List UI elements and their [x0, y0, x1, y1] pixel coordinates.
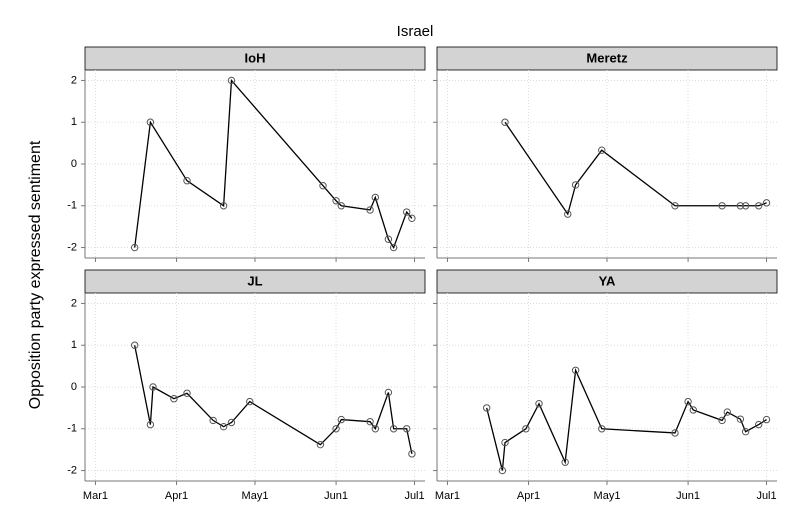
point: [522, 425, 530, 433]
point: [219, 202, 228, 210]
point: [564, 210, 572, 218]
point: [736, 202, 745, 210]
point: [183, 177, 191, 185]
point: [149, 383, 157, 391]
point: [384, 235, 393, 243]
point: [482, 404, 491, 412]
panel-title: YA: [599, 273, 616, 288]
point: [146, 118, 155, 126]
point: [754, 420, 763, 429]
point: [366, 417, 374, 426]
point: [571, 181, 580, 189]
y-tick-label: 0: [71, 381, 77, 393]
point: [384, 388, 393, 397]
point: [498, 466, 507, 475]
x-tick-label: Apr1: [165, 490, 188, 502]
point: [130, 341, 139, 349]
point: [762, 199, 771, 207]
y-tick-label: -2: [67, 241, 77, 253]
y-tick-label: 1: [71, 339, 77, 351]
point: [741, 428, 750, 436]
x-tick-label: May1: [242, 490, 269, 502]
point: [319, 182, 327, 190]
point: [671, 202, 679, 210]
y-tick-label: 0: [71, 158, 77, 170]
point: [316, 440, 325, 449]
point: [535, 400, 543, 408]
y-axis-label: Opposition party expressed sentiment: [27, 140, 44, 409]
point: [389, 425, 398, 433]
point: [598, 425, 606, 433]
x-tick-label: Jun1: [324, 490, 348, 502]
point: [598, 146, 606, 154]
point: [170, 394, 178, 403]
y-tick-label: 1: [71, 116, 77, 128]
line: [504, 121, 767, 216]
x-tick-label: Jul1: [404, 490, 424, 502]
x-tick-label: Mar1: [435, 490, 460, 502]
point: [227, 76, 236, 85]
y-tick-label: 2: [71, 74, 77, 86]
point: [227, 418, 236, 427]
point: [337, 202, 346, 210]
point: [718, 416, 726, 425]
point: [723, 408, 732, 416]
y-tick-label: -1: [67, 423, 77, 435]
point: [501, 438, 509, 447]
point: [366, 206, 374, 214]
point: [762, 415, 771, 424]
x-tick-label: May1: [594, 490, 621, 502]
point: [501, 118, 509, 126]
point: [571, 366, 580, 374]
point: [402, 425, 411, 433]
line: [486, 367, 767, 471]
point: [741, 202, 750, 210]
point: [146, 420, 155, 429]
point: [332, 425, 340, 433]
point: [402, 208, 411, 216]
point: [408, 214, 416, 223]
chart-title: Israel: [397, 23, 434, 40]
line: [134, 345, 413, 454]
point: [736, 415, 745, 423]
point: [671, 429, 679, 437]
y-tick-label: -1: [67, 200, 77, 212]
panel-title: Meretz: [586, 50, 628, 65]
point: [183, 389, 191, 397]
point: [754, 202, 763, 210]
point: [689, 406, 698, 414]
point: [209, 416, 217, 425]
point: [371, 193, 380, 202]
point: [684, 397, 692, 406]
point: [389, 243, 398, 252]
point: [371, 425, 380, 433]
x-tick-label: Jul1: [756, 490, 776, 502]
x-tick-label: Apr1: [517, 490, 540, 502]
point: [130, 243, 139, 252]
point: [561, 458, 569, 466]
x-tick-label: Mar1: [83, 490, 108, 502]
panel-title: JL: [247, 273, 262, 288]
y-tick-label: 2: [71, 297, 77, 309]
x-tick-label: Jun1: [676, 490, 700, 502]
point: [408, 450, 416, 458]
point: [246, 397, 254, 406]
y-tick-label: -2: [67, 464, 77, 476]
point: [337, 415, 346, 424]
point: [332, 197, 340, 205]
point: [219, 422, 228, 431]
point: [718, 202, 726, 210]
panel-title: IoH: [245, 50, 266, 65]
